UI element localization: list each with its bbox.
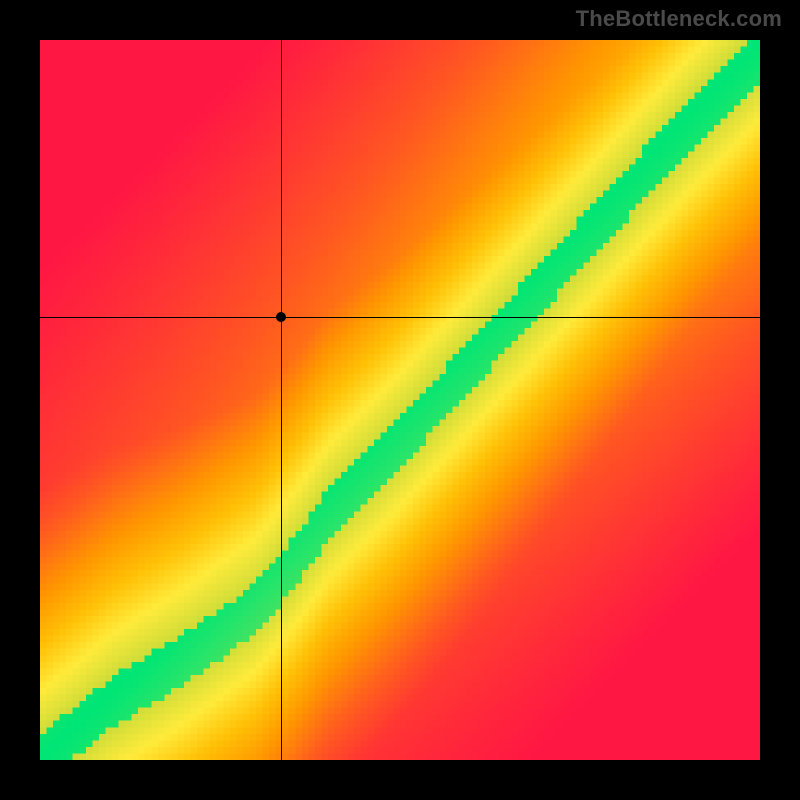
crosshair-horizontal [40, 317, 760, 318]
selection-marker [276, 312, 286, 322]
bottleneck-heatmap [40, 40, 760, 760]
heatmap-canvas [40, 40, 760, 760]
site-watermark: TheBottleneck.com [576, 6, 782, 32]
crosshair-vertical [281, 40, 282, 760]
